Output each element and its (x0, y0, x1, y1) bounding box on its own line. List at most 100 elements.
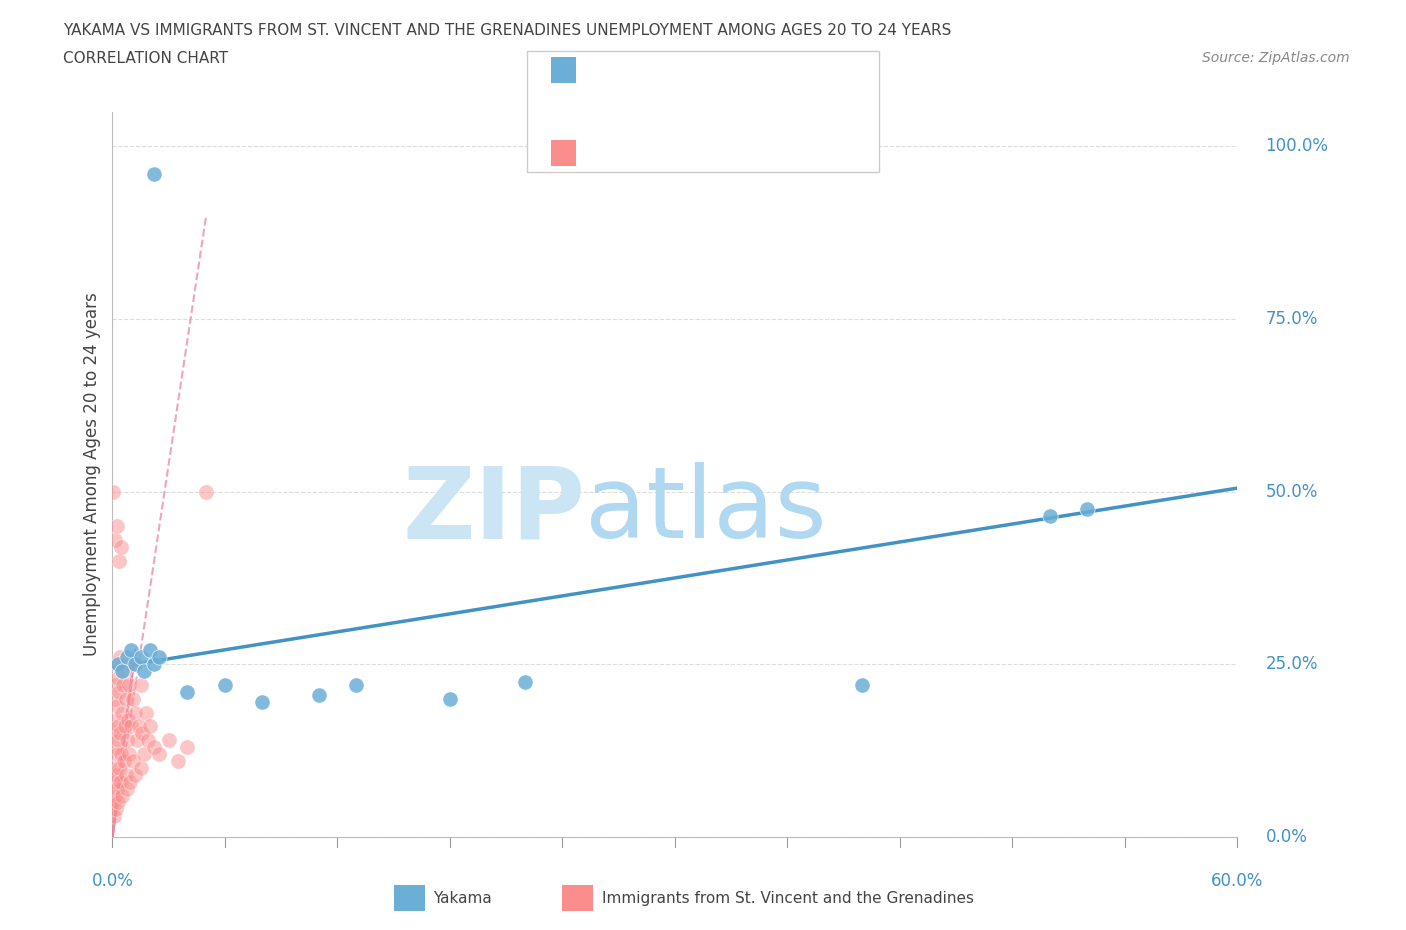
Text: Yakama: Yakama (433, 891, 492, 906)
Point (117, 781, 139, 796)
Point (120, 643, 142, 658)
Point (134, 664, 156, 679)
Point (111, 678, 134, 693)
Point (108, 684, 131, 699)
Point (111, 664, 134, 679)
Point (107, 719, 129, 734)
Point (176, 739, 198, 754)
Text: 25.0%: 25.0% (1265, 656, 1317, 673)
Point (110, 747, 132, 762)
Text: atlas: atlas (585, 462, 827, 559)
Point (122, 753, 145, 768)
Text: N = 20: N = 20 (724, 65, 786, 83)
Point (148, 650, 170, 665)
Text: 75.0%: 75.0% (1265, 310, 1317, 328)
Point (114, 767, 136, 782)
Point (104, 788, 127, 803)
Point (108, 775, 131, 790)
Point (105, 747, 128, 762)
Point (111, 705, 134, 720)
Text: 50.0%: 50.0% (1265, 483, 1317, 500)
Point (1076, 501, 1098, 516)
Point (108, 761, 131, 776)
Point (110, 539, 132, 554)
Point (195, 485, 218, 499)
Point (104, 802, 127, 817)
Point (107, 657, 129, 671)
Point (105, 767, 128, 782)
Text: ZIP: ZIP (402, 462, 585, 559)
Point (1039, 509, 1062, 524)
Text: R = 0.277: R = 0.277 (588, 65, 679, 83)
Point (118, 678, 141, 693)
Point (128, 719, 150, 734)
Point (103, 726, 125, 741)
Point (104, 678, 127, 693)
Point (439, 691, 461, 706)
Text: 0.0%: 0.0% (91, 871, 134, 889)
Point (105, 657, 128, 671)
Text: 60.0%: 60.0% (1211, 871, 1264, 889)
Point (107, 671, 129, 685)
Point (108, 553, 131, 568)
Point (120, 775, 142, 790)
Point (135, 705, 157, 720)
Text: CORRELATION CHART: CORRELATION CHART (63, 51, 228, 66)
Point (104, 533, 127, 548)
Point (134, 747, 156, 762)
Point (117, 712, 139, 727)
Text: 0.0%: 0.0% (1265, 828, 1308, 846)
Point (513, 674, 536, 689)
Point (105, 519, 128, 534)
Point (103, 761, 125, 776)
Point (104, 691, 127, 706)
Point (105, 712, 128, 727)
Point (308, 688, 330, 703)
Text: Source: ZipAtlas.com: Source: ZipAtlas.com (1202, 51, 1350, 65)
Point (104, 775, 127, 790)
Point (129, 650, 152, 665)
Point (103, 485, 125, 499)
Point (117, 650, 139, 665)
Text: N = 61: N = 61 (724, 149, 786, 166)
Point (148, 747, 170, 762)
Point (129, 761, 152, 776)
Text: R = 0.415: R = 0.415 (588, 149, 678, 166)
Point (107, 795, 129, 810)
Point (108, 726, 131, 741)
Point (157, 733, 180, 748)
Text: Immigrants from St. Vincent and the Grenadines: Immigrants from St. Vincent and the Gren… (602, 891, 974, 906)
Point (344, 678, 367, 693)
Point (115, 733, 138, 748)
Point (131, 726, 153, 741)
Point (112, 664, 135, 679)
Point (176, 684, 198, 699)
Point (120, 657, 142, 671)
Point (124, 705, 146, 720)
Y-axis label: Unemployment Among Ages 20 to 24 years: Unemployment Among Ages 20 to 24 years (83, 292, 101, 657)
Point (103, 809, 125, 824)
Point (108, 650, 131, 665)
Point (142, 657, 165, 671)
Point (120, 719, 142, 734)
Point (124, 657, 146, 671)
Point (167, 753, 190, 768)
Point (105, 698, 128, 713)
Point (125, 733, 148, 748)
Point (114, 691, 136, 706)
Point (111, 788, 134, 803)
Point (129, 678, 152, 693)
Point (118, 747, 141, 762)
Point (142, 166, 165, 181)
Point (139, 719, 162, 734)
Point (104, 739, 127, 754)
Point (124, 767, 146, 782)
Point (103, 795, 125, 810)
Point (214, 678, 236, 693)
Text: YAKAMA VS IMMIGRANTS FROM ST. VINCENT AND THE GRENADINES UNEMPLOYMENT AMONG AGES: YAKAMA VS IMMIGRANTS FROM ST. VINCENT AN… (63, 23, 952, 38)
Point (105, 781, 128, 796)
Point (122, 691, 145, 706)
Point (139, 643, 162, 658)
Point (114, 719, 136, 734)
Point (107, 733, 129, 748)
